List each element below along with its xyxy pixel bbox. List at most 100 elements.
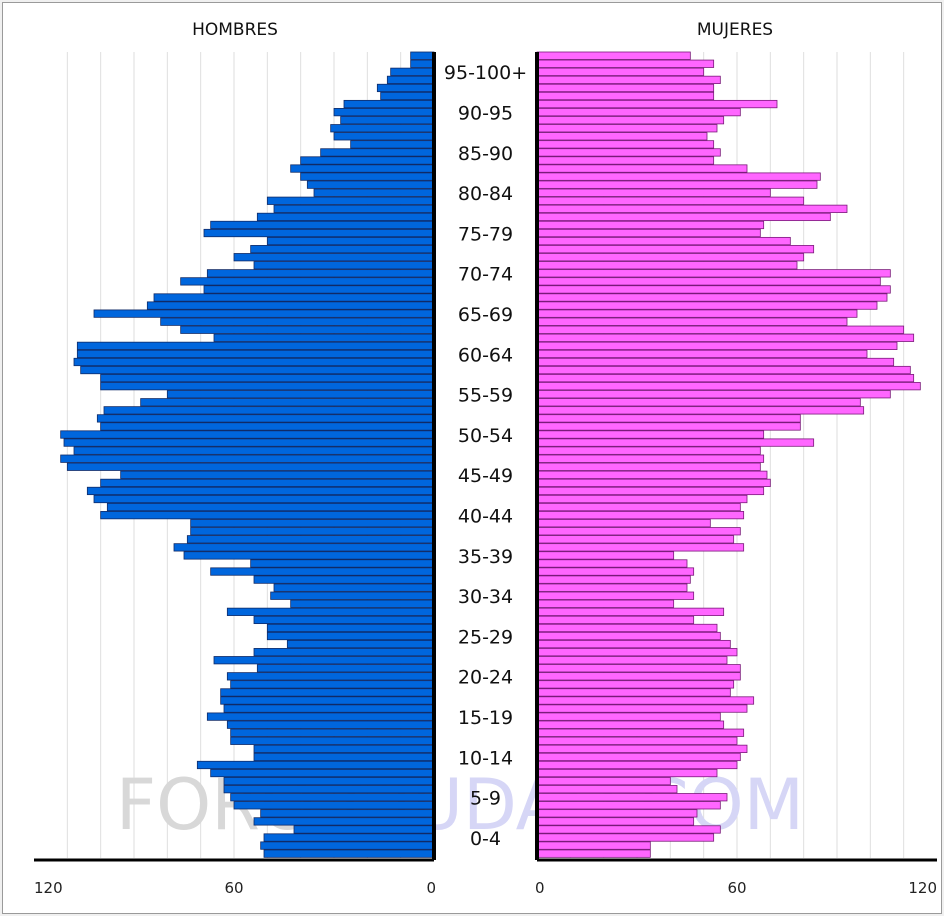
bar-hombres-age-67: [93, 309, 435, 318]
age-label-15-19: 15-19: [458, 707, 513, 729]
bar-hombres-age-87: [320, 148, 435, 157]
bar-hombres-age-61: [73, 357, 435, 367]
bar-mujeres-age-2: [536, 833, 715, 842]
bar-hombres-age-54: [96, 414, 435, 423]
bar-hombres-age-78: [210, 220, 435, 230]
bar-hombres-age-56: [140, 398, 435, 407]
age-label-25-29: 25-29: [458, 626, 513, 648]
bar-mujeres-age-49: [536, 454, 765, 463]
bar-mujeres-age-27: [536, 631, 721, 641]
bar-hombres-age-65: [180, 325, 435, 334]
bar-hombres-age-92: [333, 108, 435, 117]
age-label-55-59: 55-59: [458, 385, 513, 407]
bar-mujeres-age-22: [536, 672, 741, 681]
age-label-30-34: 30-34: [458, 586, 513, 608]
tick-label-mujeres-60: 60: [727, 879, 746, 897]
bar-mujeres-age-25: [536, 648, 738, 657]
bar-mujeres-age-11: [536, 760, 738, 770]
bar-hombres-age-75: [250, 245, 435, 254]
age-label-90-95: 90-95: [458, 102, 513, 124]
bar-hombres-age-7: [230, 793, 435, 802]
bar-mujeres-age-3: [536, 825, 721, 834]
bar-hombres-age-79: [256, 212, 435, 222]
bar-mujeres-age-19: [536, 696, 755, 705]
bar-mujeres-age-14: [536, 736, 738, 745]
tick-label-hombres-120: 120: [34, 879, 63, 897]
bar-hombres-age-25: [253, 648, 435, 657]
bar-hombres-age-42: [100, 511, 435, 520]
bar-hombres-age-31: [290, 599, 435, 608]
bar-hombres-age-83: [306, 180, 435, 189]
bar-mujeres-age-16: [536, 720, 725, 729]
bar-hombres-age-30: [226, 607, 435, 616]
bar-hombres-age-48: [66, 462, 435, 471]
age-label-10-14: 10-14: [458, 747, 513, 769]
bar-hombres-age-86: [300, 156, 435, 165]
bar-mujeres-age-86: [536, 156, 715, 165]
bar-mujeres-age-55: [536, 406, 865, 415]
bar-hombres-age-16: [226, 720, 435, 729]
bar-hombres-age-29: [253, 615, 435, 625]
bar-hombres-age-52: [60, 430, 435, 439]
bar-mujeres-age-94: [536, 91, 715, 101]
bar-hombres-age-68: [146, 301, 435, 310]
age-label-75-79: 75-79: [458, 223, 513, 245]
bar-mujeres-age-52: [536, 430, 765, 439]
bar-mujeres-age-77: [536, 228, 761, 238]
bar-mujeres-age-73: [536, 261, 798, 270]
bar-hombres-age-64: [213, 333, 435, 342]
bar-mujeres-age-47: [536, 470, 768, 479]
bar-hombres-age-21: [230, 680, 435, 689]
bar-hombres-age-10: [210, 768, 435, 778]
bar-mujeres-age-56: [536, 398, 861, 407]
bar-hombres-age-74: [233, 253, 435, 262]
bar-hombres-age-22: [226, 672, 435, 681]
age-label-95-100+: 95-100+: [444, 62, 527, 84]
bar-hombres-age-62: [76, 349, 435, 359]
bar-mujeres-age-31: [536, 599, 675, 608]
bar-hombres-age-19: [220, 696, 435, 705]
bar-mujeres-age-48: [536, 462, 761, 471]
panel-title-mujeres: MUJERES: [697, 20, 773, 40]
age-label-50-54: 50-54: [458, 425, 513, 447]
bar-mujeres-age-34: [536, 575, 691, 584]
bar-mujeres-age-99: [536, 51, 691, 60]
bar-hombres-age-97: [390, 67, 435, 76]
panel-title-hombres: HOMBRES: [192, 20, 278, 40]
age-label-40-44: 40-44: [458, 505, 513, 527]
bar-mujeres-age-66: [536, 317, 848, 326]
bar-mujeres-age-69: [536, 293, 888, 302]
bar-hombres-age-0: [263, 849, 435, 858]
bar-mujeres-age-43: [536, 502, 741, 512]
tick-label-hombres-60: 60: [224, 879, 243, 897]
bar-hombres-age-13: [253, 744, 435, 753]
bar-mujeres-age-58: [536, 382, 921, 391]
bar-hombres-age-71: [180, 277, 435, 286]
bar-mujeres-age-24: [536, 656, 728, 665]
bar-mujeres-age-95: [536, 83, 715, 93]
bar-mujeres-age-51: [536, 438, 815, 447]
bar-hombres-age-66: [160, 317, 435, 326]
age-label-70-74: 70-74: [458, 264, 513, 286]
bar-mujeres-age-83: [536, 180, 818, 189]
bar-hombres-age-84: [300, 172, 435, 181]
bar-mujeres-age-67: [536, 309, 858, 318]
bar-hombres-age-34: [253, 575, 435, 584]
bar-mujeres-age-88: [536, 140, 715, 149]
bar-mujeres-age-36: [536, 559, 688, 568]
bar-hombres-age-60: [80, 365, 435, 375]
bar-hombres-age-2: [263, 833, 435, 842]
bar-hombres-age-24: [213, 656, 435, 665]
bar-hombres-age-20: [220, 688, 435, 697]
bar-mujeres-age-74: [536, 253, 805, 262]
bar-mujeres-age-37: [536, 551, 675, 560]
age-label-5-9: 5-9: [470, 788, 501, 810]
bar-mujeres-age-84: [536, 172, 821, 181]
bar-hombres-age-11: [196, 760, 435, 770]
bar-hombres-age-3: [293, 825, 435, 834]
bar-hombres-age-1: [260, 841, 435, 850]
bar-mujeres-age-60: [536, 365, 911, 375]
labels-layer: 0 0 60 60 120 120 95-100+ 90-95 85-90 80-84 75-79 7…: [34, 62, 937, 897]
bar-mujeres-age-6: [536, 801, 721, 810]
bar-mujeres-age-30: [536, 607, 725, 616]
